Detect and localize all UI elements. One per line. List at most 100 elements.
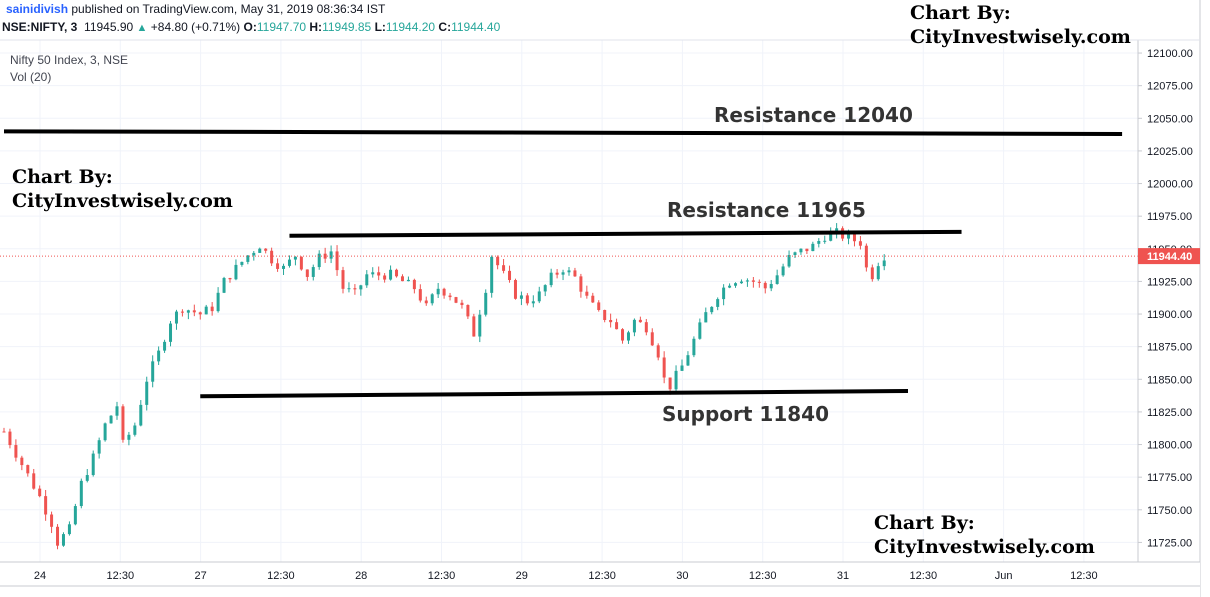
candle-body bbox=[323, 253, 327, 259]
candle-body bbox=[680, 365, 684, 371]
candle-body bbox=[763, 282, 767, 289]
time-tick-label: 12:30 bbox=[1070, 570, 1098, 582]
watermark-line: CityInvestwisely.com bbox=[910, 26, 1131, 48]
candle-body bbox=[192, 310, 196, 313]
last-value: 11945.90 bbox=[84, 20, 134, 34]
candle-body bbox=[109, 415, 113, 424]
symbol-label[interactable]: NSE:NIFTY, 3 bbox=[2, 20, 78, 34]
series-title[interactable]: Nifty 50 Index, 3, NSE bbox=[10, 53, 129, 67]
candle-body bbox=[210, 306, 214, 312]
close-label: C: bbox=[438, 20, 452, 34]
last-price-badge bbox=[1138, 248, 1200, 265]
candle-body bbox=[198, 312, 202, 315]
candle-body bbox=[876, 266, 880, 280]
price-tick-label: 12075.00 bbox=[1147, 81, 1193, 93]
candle-body bbox=[56, 526, 60, 546]
ohlc-line: NSE:NIFTY, 3 11945.90 ▲ +84.80 (+0.71%) … bbox=[2, 20, 500, 34]
candle-body bbox=[430, 294, 434, 304]
candle-body bbox=[228, 277, 232, 280]
watermark-line: CityInvestwisely.com bbox=[874, 536, 1095, 558]
price-tick-label: 12025.00 bbox=[1147, 146, 1193, 158]
watermark-top-right: Chart By: CityInvestwisely.com bbox=[910, 1, 1131, 49]
candle-body bbox=[603, 309, 607, 320]
low-value: 11944.20 bbox=[385, 20, 436, 34]
candle-body bbox=[389, 269, 393, 280]
candle-body bbox=[609, 319, 613, 323]
candle-body bbox=[775, 275, 779, 284]
time-tick-label: 12:30 bbox=[910, 570, 938, 582]
annotation-label: Resistance 12040 bbox=[714, 103, 913, 127]
candle-body bbox=[454, 297, 458, 303]
candle-body bbox=[299, 256, 303, 270]
time-tick-label: 28 bbox=[355, 570, 367, 582]
candle-body bbox=[805, 248, 809, 252]
chart-header: sainidivish published on TradingView.com… bbox=[0, 0, 1210, 40]
candle-body bbox=[20, 457, 24, 466]
candle-body bbox=[133, 425, 137, 435]
candle-body bbox=[2, 431, 6, 433]
candle-body bbox=[597, 302, 601, 310]
candle-body bbox=[692, 338, 696, 356]
author-name[interactable]: sainidivish bbox=[6, 2, 69, 16]
candle-body bbox=[252, 252, 256, 256]
high-value: 11949.85 bbox=[322, 20, 372, 34]
watermark-line: CityInvestwisely.com bbox=[12, 190, 233, 212]
candle-body bbox=[852, 234, 856, 242]
annotation-label: Resistance 11965 bbox=[667, 198, 866, 222]
candle-body bbox=[508, 270, 512, 281]
candle-body bbox=[710, 306, 714, 313]
candle-body bbox=[466, 305, 470, 317]
open-label: O: bbox=[243, 20, 257, 34]
up-arrow-icon: ▲ bbox=[136, 22, 148, 34]
candle-body bbox=[704, 312, 708, 323]
candle-body bbox=[490, 256, 494, 293]
candle-body bbox=[347, 288, 351, 290]
watermark-line: Chart By: bbox=[874, 512, 975, 534]
candle-body bbox=[335, 251, 339, 271]
time-tick-label: 29 bbox=[516, 570, 528, 582]
candle-body bbox=[502, 265, 506, 271]
price-tick-label: 11725.00 bbox=[1147, 537, 1192, 549]
price-tick-label: 12000.00 bbox=[1147, 179, 1193, 191]
candle-body bbox=[793, 252, 797, 256]
time-tick-label: 12:30 bbox=[428, 570, 456, 582]
candle-body bbox=[787, 255, 791, 267]
candle-body bbox=[567, 270, 571, 273]
candle-body bbox=[418, 289, 422, 301]
candle-body bbox=[67, 524, 71, 535]
candle-body bbox=[769, 283, 773, 289]
candle-body bbox=[276, 263, 280, 269]
candle-body bbox=[585, 291, 589, 296]
candle-body bbox=[484, 292, 488, 315]
candle-body bbox=[61, 534, 65, 546]
candle-body bbox=[145, 381, 149, 405]
time-tick-label: 12:30 bbox=[107, 570, 135, 582]
candle-body bbox=[32, 473, 36, 489]
candle-body bbox=[341, 270, 345, 289]
candle-body bbox=[38, 488, 42, 497]
candle-body bbox=[163, 341, 167, 351]
volume-label[interactable]: Vol (20) bbox=[10, 70, 52, 84]
time-tick-label: 12:30 bbox=[749, 570, 777, 582]
price-tick-label: 11850.00 bbox=[1147, 374, 1192, 386]
chart-legend: Nifty 50 Index, 3, NSE Vol (20) bbox=[10, 52, 128, 86]
candle-body bbox=[751, 280, 755, 282]
price-tick-label: 11775.00 bbox=[1147, 472, 1192, 484]
price-tick-label: 11800.00 bbox=[1147, 440, 1192, 452]
change-value: +84.80 (+0.71%) bbox=[150, 20, 241, 34]
publish-info: published on TradingView.com, May 31, 20… bbox=[71, 2, 386, 16]
time-tick-label: 12:30 bbox=[267, 570, 295, 582]
candle-body bbox=[823, 240, 827, 242]
candle-body bbox=[835, 228, 839, 233]
candle-body bbox=[728, 285, 732, 288]
candle-body bbox=[626, 332, 630, 341]
candle-body bbox=[169, 323, 173, 342]
candle-body bbox=[311, 267, 315, 277]
time-tick-label: 12:30 bbox=[588, 570, 616, 582]
candle-body bbox=[478, 314, 482, 337]
candle-body bbox=[103, 423, 107, 441]
candle-body bbox=[686, 355, 690, 366]
price-tick-label: 11975.00 bbox=[1147, 211, 1192, 223]
candle-body bbox=[79, 480, 83, 507]
